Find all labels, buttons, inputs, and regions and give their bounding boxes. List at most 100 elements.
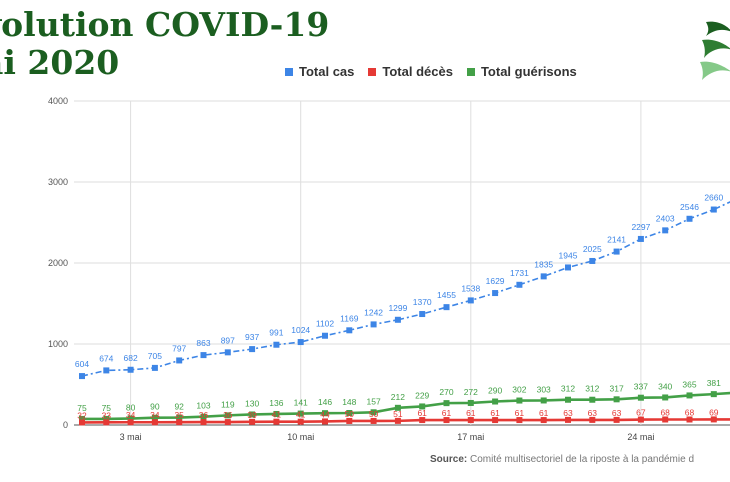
data-label-total-cas: 1731 [510,268,529,278]
data-point-total-cas [273,341,280,348]
data-label-total-guérisons: 141 [294,398,308,408]
data-point-total-cas [492,290,499,297]
data-label-total-décès: 63 [563,408,573,418]
data-point-total-décès [322,418,328,425]
data-point-total-décès [492,417,499,424]
data-point-total-cas [346,327,353,334]
data-label-total-décès: 61 [515,408,525,418]
data-label-total-guérisons: 290 [488,386,502,396]
data-point-total-cas [419,311,426,318]
data-point-total-guérisons [346,410,353,417]
data-label-total-guérisons: 302 [512,385,526,395]
data-point-total-guérisons [273,410,280,417]
data-label-total-cas: 1299 [388,303,407,313]
data-point-total-cas [662,227,669,234]
data-label-total-guérisons: 365 [682,379,696,389]
data-point-total-décès [589,416,596,423]
legend-label-cases: Total cas [299,64,355,79]
data-label-total-cas: 1835 [534,259,553,269]
legend-swatch-deaths [368,67,377,76]
data-point-total-décès [370,417,377,424]
data-label-total-cas: 1242 [364,307,383,317]
y-tick-label: 2000 [48,258,68,268]
data-point-total-cas [540,273,547,280]
data-point-total-guérisons [200,413,207,420]
data-point-total-décès [297,418,304,425]
data-label-total-décès: 51 [393,409,403,419]
data-point-total-décès [443,417,450,424]
data-label-total-guérisons: 146 [318,397,332,407]
data-label-total-guérisons: 90 [150,402,160,412]
data-point-total-cas [370,321,377,328]
data-label-total-guérisons: 212 [391,392,405,402]
data-point-total-cas [443,304,450,311]
data-label-total-cas: 674 [99,353,113,363]
data-label-total-décès: 34 [126,410,136,420]
legend-item-cases: Total cas [285,64,354,79]
source-label: Source: [430,454,468,465]
data-point-total-décès [467,417,474,424]
data-point-total-cas [103,367,110,374]
data-point-total-guérisons [710,391,717,398]
data-label-total-décès: 67 [636,408,646,418]
data-label-total-décès: 36 [223,410,233,420]
data-point-total-guérisons [249,411,256,418]
data-point-total-cas [613,248,620,255]
data-label-total-cas: 682 [124,353,138,363]
title-line-2: ai 2020 [0,43,120,82]
data-point-total-cas [589,257,596,264]
data-label-total-cas: 2297 [631,222,650,232]
data-label-total-guérisons: 136 [269,398,283,408]
x-tick-label: 17 mai [457,432,484,442]
data-point-total-guérisons [297,410,304,417]
data-label-total-décès: 39 [247,410,257,420]
legend-item-recoveries: Total guérisons [466,64,577,79]
data-label-total-décès: 69 [709,407,719,417]
data-label-total-décès: 50 [369,409,379,419]
data-label-total-cas: 1024 [291,325,310,335]
data-label-total-décès: 61 [442,408,452,418]
data-point-total-décès [249,418,256,425]
data-point-total-guérisons [151,414,158,421]
data-point-total-décès [565,416,571,423]
data-point-total-guérisons [370,409,377,416]
x-tick-label: 3 mai [120,432,142,442]
data-point-total-décès [79,419,85,426]
data-label-total-guérisons: 92 [174,402,184,412]
data-point-total-cas [127,366,134,373]
data-point-total-décès [516,417,523,424]
data-point-total-cas [467,297,474,304]
data-label-total-cas: 863 [196,338,210,348]
series-line-total-décès [81,418,730,424]
data-label-total-guérisons: 270 [439,387,453,397]
data-point-total-décès [686,416,693,423]
data-point-total-guérisons [322,410,328,417]
data-point-total-décès [346,417,353,424]
data-label-total-décès: 41 [296,410,306,420]
data-label-total-décès: 61 [539,408,549,418]
data-point-total-cas [686,215,693,222]
data-point-total-guérisons [103,415,110,422]
data-label-total-guérisons: 337 [634,382,648,392]
data-label-total-guérisons: 340 [658,381,672,391]
y-tick-label: 0 [63,420,68,430]
data-point-total-décès [127,419,134,426]
data-point-total-guérisons [589,396,596,403]
data-point-total-cas [710,206,717,213]
legend-swatch-recoveries [466,67,475,76]
data-label-total-décès: 50 [345,409,355,419]
data-point-total-cas [249,346,256,353]
data-label-total-décès: 68 [660,407,670,417]
data-label-total-guérisons: 272 [464,387,478,397]
data-label-total-guérisons: 75 [102,403,112,413]
data-point-total-guérisons [516,397,523,404]
data-label-total-décès: 61 [490,408,500,418]
data-label-total-cas: 1102 [316,319,335,329]
data-point-total-décès [662,416,669,423]
data-label-total-décès: 35 [174,410,184,420]
series-line-total-guérisons [82,391,730,421]
data-label-total-cas: 937 [245,332,259,342]
data-point-total-guérisons [419,403,426,410]
data-label-total-guérisons: 130 [245,398,259,408]
data-point-total-décès [710,416,717,423]
